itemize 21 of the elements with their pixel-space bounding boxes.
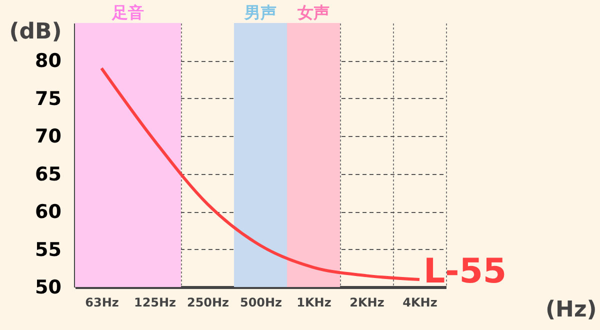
x-axis-title: (Hz): [546, 298, 597, 322]
y-tick-label: 70: [35, 126, 62, 148]
x-tick-label: 250Hz: [186, 296, 230, 310]
y-tick-label: 80: [35, 50, 62, 72]
band-label: 女声: [296, 3, 330, 22]
line-series: [100, 66, 421, 281]
x-tick-label: 1KHz: [296, 296, 332, 310]
y-axis-title: (dB): [9, 20, 62, 44]
band-label: 男声: [244, 3, 276, 22]
x-tick-label: 63Hz: [85, 296, 119, 310]
band-label: 足音: [111, 3, 144, 22]
y-tick-label: 65: [35, 163, 62, 186]
y-tick-label: 75: [35, 88, 62, 110]
y-tick-label: 50: [35, 276, 62, 298]
x-tick-label: 500Hz: [240, 296, 282, 310]
series-label: L-55: [424, 251, 507, 292]
y-tick-label: 60: [35, 201, 62, 224]
y-tick-label: 55: [35, 238, 62, 261]
x-tick-label: 2KHz: [350, 296, 384, 310]
x-tick-label: 125Hz: [134, 296, 176, 310]
x-tick-label: 4KHz: [402, 296, 438, 310]
